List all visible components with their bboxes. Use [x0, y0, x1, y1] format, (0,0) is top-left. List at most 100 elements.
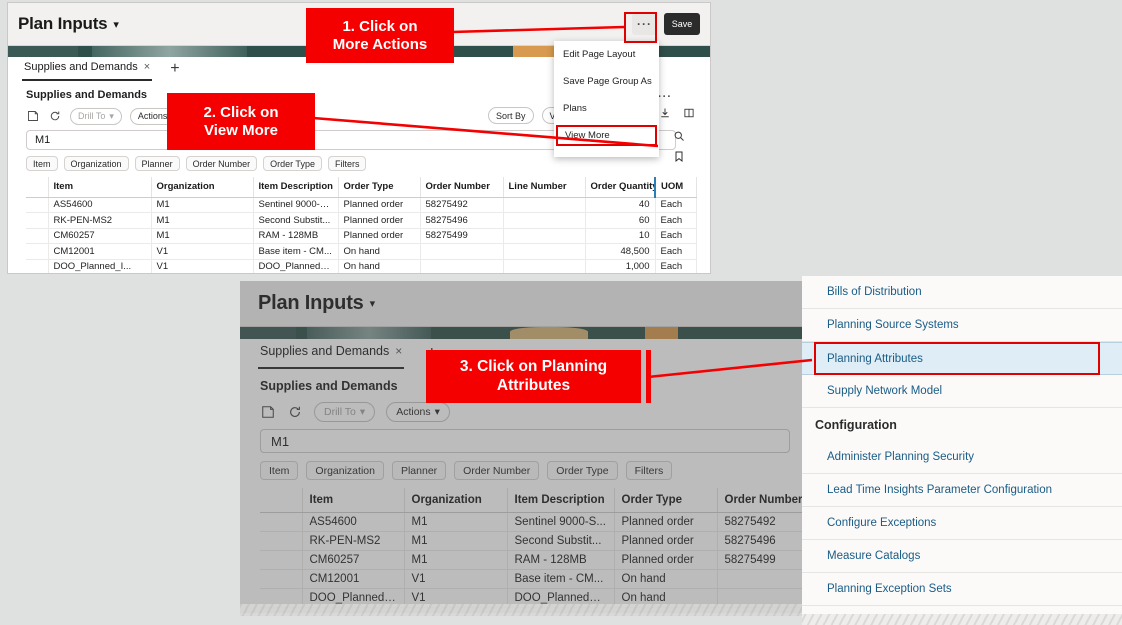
cell-organization: M1: [404, 531, 508, 551]
menu-item-measure-catalogs[interactable]: Measure Catalogs: [802, 540, 1122, 573]
col-order-type[interactable]: Order Type: [338, 177, 421, 198]
row-handle[interactable]: [260, 569, 303, 589]
close-icon[interactable]: ×: [395, 344, 403, 358]
export-icon[interactable]: [658, 106, 672, 120]
table-row[interactable]: DOO_Planned_I... V1 DOO_Planned_I... On …: [26, 259, 697, 273]
refresh-icon[interactable]: [287, 404, 303, 420]
plan-inputs-window-bottom: Plan Inputs ▾ Supplies and Demands × + S…: [240, 281, 802, 613]
cell-uom: Each: [655, 259, 697, 273]
col-item-description[interactable]: Item Description: [253, 177, 339, 198]
chip-order-type[interactable]: Order Type: [547, 461, 618, 480]
chip-order-type[interactable]: Order Type: [263, 156, 322, 171]
add-tab-icon[interactable]: +: [170, 60, 180, 77]
highlight-box-planning-attributes: [814, 342, 1100, 375]
row-handle[interactable]: [260, 550, 303, 570]
annotation-step-1: 1. Click on More Actions: [306, 8, 454, 63]
menu-item-lead-time-insights-parameter-configuration[interactable]: Lead Time Insights Parameter Configurati…: [802, 474, 1122, 507]
filter-chips-bottom: Item Organization Planner Order Number O…: [260, 461, 802, 480]
table-row[interactable]: RK-PEN-MS2 M1 Second Substit... Planned …: [260, 531, 802, 551]
filter-chips-top: Item Organization Planner Order Number O…: [26, 156, 710, 171]
tab-supplies-and-demands[interactable]: Supplies and Demands ×: [22, 57, 153, 81]
col-organization[interactable]: Organization: [404, 488, 508, 513]
chip-organization[interactable]: Organization: [306, 461, 384, 480]
annotation-step-3: 3. Click on Planning Attributes: [426, 350, 641, 403]
col-line-number[interactable]: Line Number: [503, 177, 586, 198]
note-icon[interactable]: [260, 404, 276, 420]
col-order-quantity[interactable]: Order Quantity: [585, 177, 656, 198]
close-icon[interactable]: ×: [143, 60, 151, 73]
refresh-icon[interactable]: [48, 109, 62, 123]
menu-item-edit-page-layout[interactable]: Edit Page Layout: [563, 49, 636, 60]
col-item-description[interactable]: Item Description: [507, 488, 615, 513]
menu-item-planning-exception-sets[interactable]: Planning Exception Sets: [802, 573, 1122, 606]
row-handle[interactable]: [26, 228, 49, 244]
col-order-number[interactable]: Order Number: [717, 488, 802, 513]
row-handle[interactable]: [26, 259, 49, 273]
table-row[interactable]: AS54600 M1 Sentinel 9000-S... Planned or…: [26, 197, 697, 213]
annotation-step-2-line-2: View More: [204, 121, 278, 139]
chip-item[interactable]: Item: [260, 461, 299, 480]
row-handle[interactable]: [260, 531, 303, 551]
bookmark-icon[interactable]: [673, 150, 685, 168]
page-title-bottom: Plan Inputs ▾: [258, 292, 375, 315]
drill-to-button[interactable]: Drill To ▾: [70, 107, 122, 125]
table-header-row: Item Organization Item Description Order…: [260, 488, 802, 513]
menu-item-configure-exceptions[interactable]: Configure Exceptions: [802, 507, 1122, 540]
cell-order-number: 58275492: [717, 512, 802, 532]
actions-button[interactable]: Actions▾: [386, 401, 450, 422]
chip-order-number[interactable]: Order Number: [454, 461, 540, 480]
supplies-and-demands-table-bottom: Item Organization Item Description Order…: [260, 488, 802, 608]
row-handle[interactable]: [260, 512, 303, 532]
menu-item-bills-of-distribution[interactable]: Bills of Distribution: [802, 276, 1122, 309]
drill-to-label: Drill To: [78, 111, 106, 121]
table-row[interactable]: RK-PEN-MS2 M1 Second Substit... Planned …: [26, 212, 697, 229]
overflow-menu-icon-panel[interactable]: ···: [658, 91, 672, 103]
cell-item-description: Base item - CM...: [507, 569, 615, 589]
menu-item-plans[interactable]: Plans: [563, 103, 587, 114]
sort-by-label: Sort By: [496, 110, 526, 121]
col-order-type[interactable]: Order Type: [614, 488, 718, 513]
sort-by-button[interactable]: Sort By: [488, 107, 534, 124]
menu-item-supply-network-model[interactable]: Supply Network Model: [802, 375, 1122, 408]
chip-item[interactable]: Item: [26, 156, 58, 171]
col-item[interactable]: Item: [48, 177, 152, 198]
search-icon-button[interactable]: [673, 129, 685, 147]
search-input-bottom[interactable]: M1: [260, 429, 790, 453]
tab-supplies-and-demands[interactable]: Supplies and Demands ×: [258, 339, 405, 369]
cell-line-number: [503, 259, 586, 273]
drill-to-button[interactable]: Drill To ▾: [314, 401, 376, 422]
table-row[interactable]: DOO_Planned_I... V1 DOO_Planned_I... On …: [260, 588, 802, 608]
save-button[interactable]: Save: [664, 13, 700, 35]
chip-filters[interactable]: Filters: [327, 156, 367, 171]
chevron-down-icon[interactable]: ▾: [113, 18, 119, 31]
table-row[interactable]: AS54600 M1 Sentinel 9000-S... Planned or…: [260, 512, 802, 532]
columns-icon[interactable]: [682, 106, 696, 120]
col-item[interactable]: Item: [302, 488, 405, 513]
cell-order-type: On hand: [338, 259, 421, 273]
search-input-value: M1: [35, 134, 51, 146]
menu-item-save-page-group-as[interactable]: Save Page Group As: [563, 76, 652, 87]
chevron-down-icon[interactable]: ▾: [369, 298, 376, 310]
col-order-number[interactable]: Order Number: [420, 177, 504, 198]
col-uom[interactable]: UOM: [655, 177, 697, 198]
chip-organization[interactable]: Organization: [63, 156, 129, 171]
chip-planner[interactable]: Planner: [134, 156, 180, 171]
menu-item-planning-source-systems[interactable]: Planning Source Systems: [802, 309, 1122, 342]
cell-organization: V1: [151, 243, 254, 260]
chip-order-number[interactable]: Order Number: [185, 156, 258, 171]
row-handle[interactable]: [26, 243, 49, 260]
note-icon[interactable]: [26, 109, 40, 123]
col-organization[interactable]: Organization: [151, 177, 254, 198]
table-row[interactable]: CM12001 V1 Base item - CM... On hand 48,…: [26, 243, 697, 260]
table-row[interactable]: CM60257 M1 RAM - 128MB Planned order 582…: [260, 550, 802, 570]
row-handle[interactable]: [26, 197, 49, 213]
row-handle[interactable]: [26, 212, 49, 229]
more-actions-button[interactable]: ···: [632, 13, 657, 35]
chip-planner[interactable]: Planner: [391, 461, 447, 480]
table-row[interactable]: CM60257 M1 RAM - 128MB Planned order 582…: [26, 228, 697, 244]
cell-order-number: [420, 243, 504, 260]
menu-item-administer-planning-security[interactable]: Administer Planning Security: [802, 441, 1122, 474]
chip-filters[interactable]: Filters: [625, 461, 673, 480]
table-row[interactable]: CM12001 V1 Base item - CM... On hand: [260, 569, 802, 589]
menu-item-view-more[interactable]: View More: [556, 125, 657, 146]
